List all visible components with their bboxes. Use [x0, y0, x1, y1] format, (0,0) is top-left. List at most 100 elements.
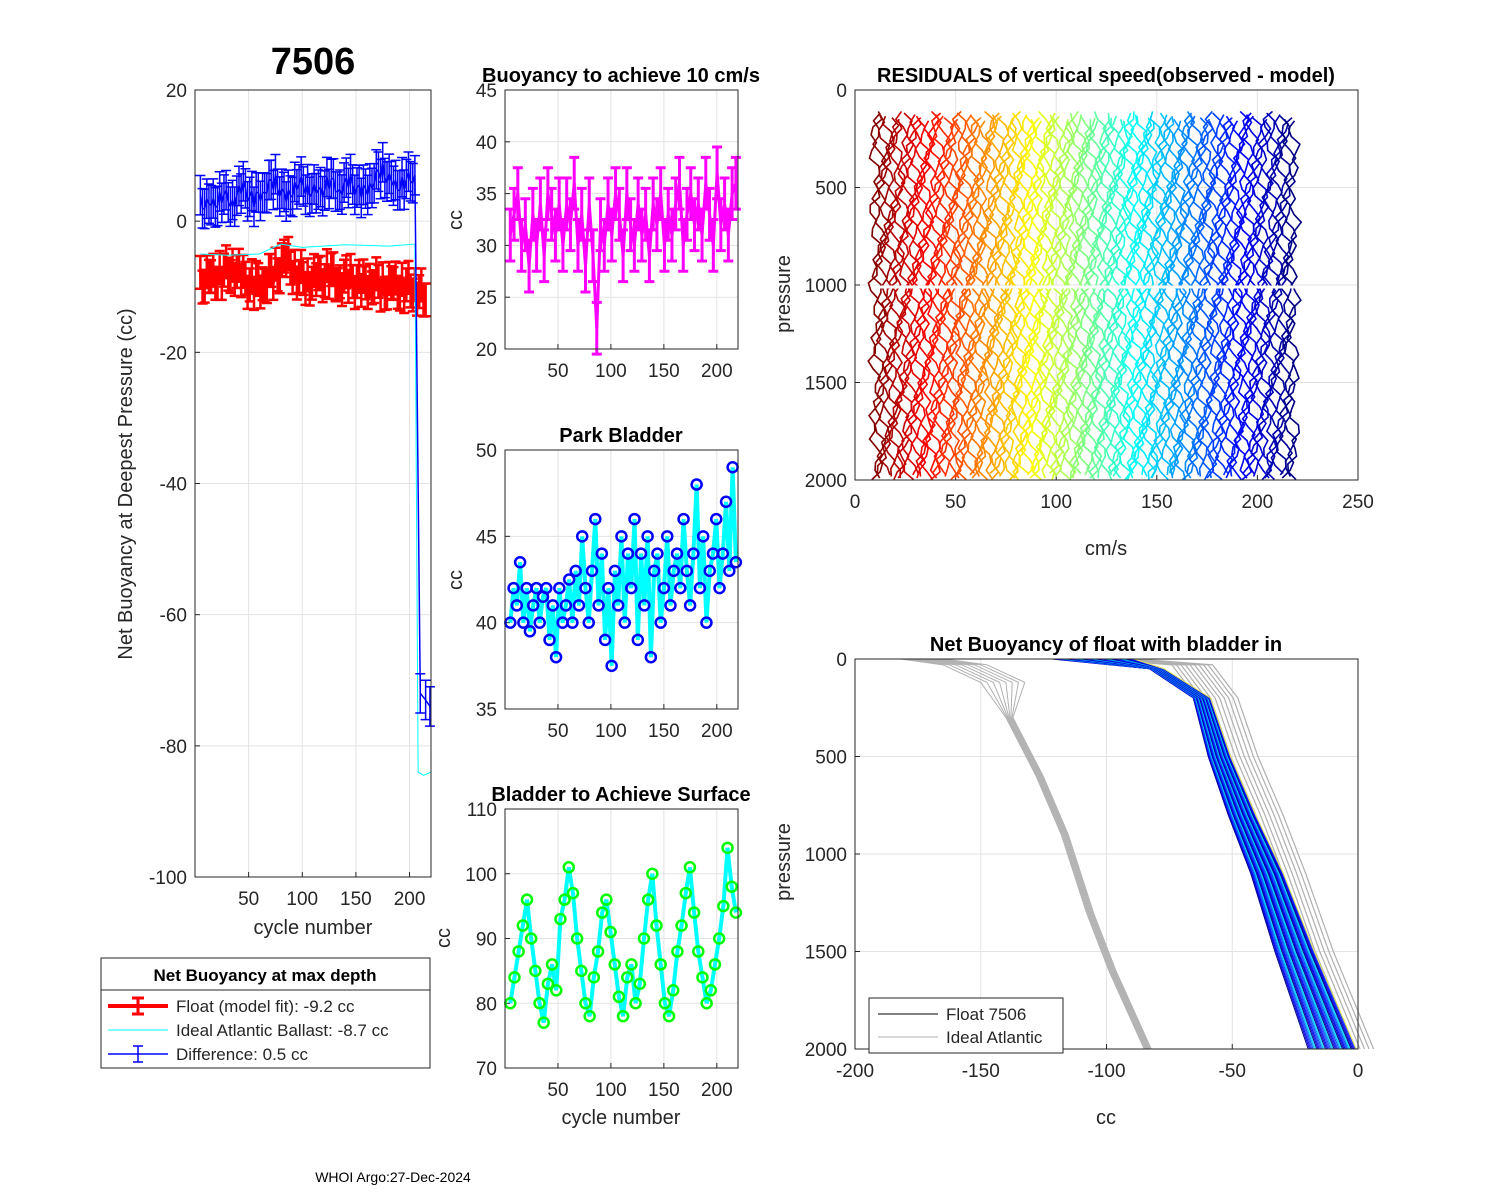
- x-tick-label: 200: [701, 721, 733, 742]
- park-marker: [703, 564, 716, 578]
- residual-profile-line: [1156, 114, 1174, 474]
- y-tick-label: 50: [476, 441, 497, 462]
- ideal-profile-line: [944, 658, 1152, 1050]
- surface-marker: [575, 964, 588, 978]
- park-marker: [611, 599, 625, 612]
- park-marker: [716, 547, 730, 560]
- residual-profile-line: [1108, 117, 1126, 477]
- park-marker: [546, 599, 560, 612]
- surface-marker: [679, 886, 693, 900]
- difference-errorbars: [195, 141, 435, 727]
- residual-profile-line: [1075, 115, 1094, 476]
- y-tick-label: 1000: [805, 276, 847, 297]
- park-marker: [677, 512, 690, 526]
- y-tick-label: 20: [476, 340, 497, 361]
- park-marker: [572, 599, 586, 612]
- panel-c-ylabel: cc: [445, 570, 467, 590]
- residual-profile-line: [1148, 111, 1166, 479]
- residual-profile-line: [915, 118, 932, 479]
- park-marker: [693, 581, 707, 595]
- buoyancy-series-line: [508, 172, 738, 329]
- surface-marker: [725, 880, 738, 893]
- residual-profile-line: [926, 112, 945, 481]
- residual-profile-line: [971, 118, 989, 479]
- residual-profile-line: [878, 115, 896, 476]
- y-tick-label: 25: [476, 288, 497, 309]
- park-marker: [647, 564, 661, 578]
- residual-profile-line: [1284, 120, 1303, 481]
- surface-marker: [529, 964, 542, 978]
- panel-d-xlabel: cycle number: [562, 1107, 681, 1129]
- residuals-chart: RESIDUALS of vertical speed(observed - m…: [773, 65, 1374, 560]
- surface-marker: [633, 977, 647, 991]
- panel-b-title: Buoyancy to achieve 10 cm/s: [482, 65, 760, 87]
- park-marker: [540, 581, 553, 595]
- surface-marker: [717, 899, 730, 913]
- residual-profile-line: [1225, 118, 1242, 479]
- residual-profile-line: [1200, 120, 1218, 480]
- residual-profile-line: [1196, 118, 1214, 479]
- residual-profile-line: [1176, 111, 1194, 479]
- surface-marker: [666, 984, 680, 997]
- residual-profile-line: [882, 117, 900, 477]
- net-buoyancy-profile-chart: Net Buoyancy of float with bladder in cc…: [773, 634, 1375, 1129]
- surface-marker: [566, 886, 580, 900]
- surface-marker: [687, 906, 701, 919]
- residual-profile-line: [1261, 110, 1278, 479]
- x-tick-label: 50: [547, 1080, 568, 1101]
- ideal-profile-line: [931, 658, 1150, 1050]
- park-marker: [598, 633, 612, 647]
- residual-profile-line: [898, 112, 916, 481]
- surface-marker: [650, 919, 663, 932]
- park-marker: [729, 555, 743, 569]
- y-tick-label: 40: [476, 133, 497, 154]
- y-tick-label: -100: [149, 868, 187, 889]
- residual-profile-line: [1116, 120, 1133, 480]
- x-tick-label: 200: [1242, 492, 1274, 513]
- panel-d-ylabel: cc: [433, 928, 455, 948]
- residual-profile-line: [1192, 117, 1210, 477]
- y-tick-label: 500: [815, 179, 847, 200]
- surface-marker: [524, 932, 538, 945]
- y-tick-label: 2000: [805, 471, 847, 492]
- park-marker: [700, 616, 713, 629]
- y-tick-label: 80: [476, 994, 497, 1015]
- surface-marker: [579, 997, 592, 1010]
- surface-marker: [533, 997, 546, 1010]
- park-marker: [696, 530, 710, 543]
- park-marker: [690, 478, 703, 491]
- x-tick-label: 0: [850, 492, 861, 513]
- x-tick-label: 100: [595, 361, 627, 382]
- x-tick-label: -50: [1219, 1061, 1246, 1082]
- residual-profile-line: [963, 115, 981, 476]
- park-marker: [507, 581, 520, 595]
- surface-marker: [595, 906, 609, 919]
- panel-e-xlabel: cm/s: [1085, 538, 1127, 560]
- park-marker: [608, 564, 622, 578]
- panel-f-xlabel: cc: [1096, 1107, 1116, 1129]
- panel-e-ylabel: pressure: [773, 255, 795, 333]
- residual-profile-line: [942, 118, 961, 479]
- residual-profile-line: [1281, 118, 1298, 479]
- y-tick-label: -40: [160, 475, 187, 496]
- y-tick-label: 20: [166, 81, 187, 102]
- park-marker: [517, 616, 530, 629]
- surface-marker: [700, 997, 713, 1010]
- surface-marker: [516, 919, 530, 932]
- residual-profile-line: [1063, 110, 1081, 479]
- panel-a-frame: [194, 89, 432, 878]
- ideal-profile-line: [937, 658, 1151, 1050]
- y-tick-label: 500: [815, 748, 847, 769]
- panel-d-title: Bladder to Achieve Surface: [491, 784, 750, 806]
- panel-e-frame: [854, 89, 1359, 481]
- surface-marker: [508, 971, 521, 984]
- surface-marker: [625, 958, 638, 971]
- surface-marker: [729, 906, 743, 919]
- float-id-title: 7506: [271, 41, 356, 83]
- bladder-surface-chart: Bladder to Achieve Surface cycle number …: [433, 784, 751, 1129]
- surface-marker: [608, 958, 621, 971]
- legend-profile: Float 7506 Ideal Atlantic: [868, 997, 1064, 1054]
- x-tick-label: 150: [648, 1080, 680, 1101]
- park-marker: [664, 599, 677, 612]
